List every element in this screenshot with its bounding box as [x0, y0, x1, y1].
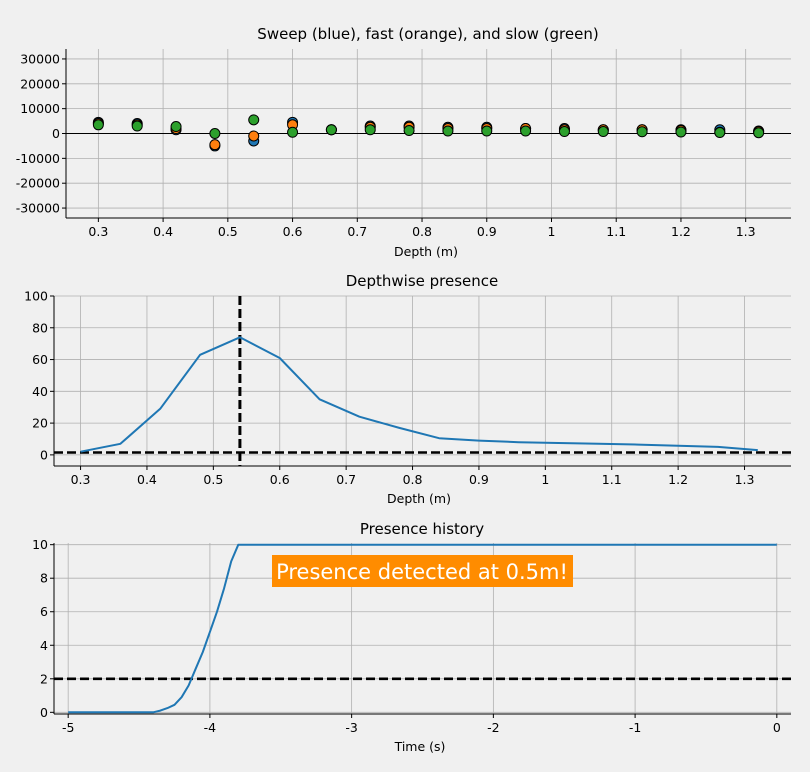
x-tick-label: 0.4 [137, 472, 157, 487]
x-axis-label: Depth (m) [394, 244, 458, 259]
x-tick-label: 0.6 [270, 472, 290, 487]
x-tick-label: 0.5 [203, 472, 223, 487]
y-tick-label: 100 [24, 289, 48, 304]
presence-banner-background [272, 555, 573, 587]
y-tick-label: 80 [32, 320, 48, 335]
x-tick-label: 1.1 [602, 472, 622, 487]
y-tick-label: 20 [32, 416, 48, 431]
x-tick-label: -4 [204, 720, 217, 735]
x-axis-label: Time (s) [394, 739, 446, 754]
slow-point [636, 126, 648, 138]
y-tick-label: 10 [32, 537, 48, 552]
slow-point [403, 125, 415, 137]
y-tick-label: 0 [40, 705, 48, 720]
x-tick-label: -1 [629, 720, 641, 735]
slow-point [287, 126, 299, 138]
slow-point [248, 114, 260, 126]
slow-point [325, 124, 337, 136]
y-tick-labels: 0 20 40 60 80 100 [24, 289, 48, 463]
data-marks [66, 114, 791, 152]
slow-point [558, 126, 570, 138]
x-tick-labels: 0.3 0.4 0.5 0.6 0.7 0.8 0.9 1 1.1 1.2 1.3 [71, 472, 755, 487]
presence-banner: Presence detected at 0.5m! [272, 555, 573, 587]
x-tick-labels: -5 -4 -3 -2 -1 0 [62, 720, 781, 735]
slow-point [714, 127, 726, 139]
slow-point [481, 125, 493, 137]
x-tick-label: 1 [541, 472, 549, 487]
slow-point [597, 126, 609, 138]
x-tick-label: 1.1 [606, 224, 626, 239]
x-tick-label: 0.9 [477, 224, 497, 239]
chart-title: Presence history [360, 520, 484, 538]
y-tick-label: 8 [40, 571, 48, 586]
axes [50, 295, 791, 470]
fast-point [248, 130, 260, 142]
slow-point [753, 127, 765, 139]
chart-title: Sweep (blue), fast (orange), and slow (g… [257, 25, 598, 43]
slow-point [442, 125, 454, 137]
slow-point [675, 126, 687, 138]
presence-line [68, 543, 777, 714]
x-tick-label: 0.4 [153, 224, 173, 239]
x-tick-label: 0.3 [88, 224, 108, 239]
axes [62, 49, 791, 222]
y-tick-label: -20000 [16, 176, 60, 191]
slow-point [209, 128, 221, 139]
x-tick-label: -2 [487, 720, 499, 735]
x-tick-label: -5 [62, 720, 74, 735]
y-tick-label: 40 [32, 384, 48, 399]
x-tick-label: 1.2 [671, 224, 691, 239]
y-tick-label: -30000 [16, 201, 60, 216]
x-tick-label: 0.7 [347, 224, 367, 239]
slow-point [170, 121, 182, 133]
axes [50, 543, 791, 718]
x-tick-label: 1.3 [735, 472, 755, 487]
slow-point [131, 120, 143, 132]
x-tick-label: 0.5 [218, 224, 238, 239]
y-tick-label: 10000 [20, 101, 60, 116]
y-tick-label: 4 [40, 638, 48, 653]
y-tick-label: 0 [52, 126, 60, 141]
y-tick-label: 20000 [20, 76, 60, 91]
sweep-scatter-chart: Sweep (blue), fast (orange), and slow (g… [16, 25, 791, 259]
x-tick-label: 0.8 [412, 224, 432, 239]
y-tick-label: -10000 [16, 151, 60, 166]
data-marks [54, 296, 791, 466]
y-tick-labels: -30000 -20000 -10000 0 10000 20000 30000 [16, 51, 60, 215]
x-tick-label: 0.3 [71, 472, 91, 487]
data-marks [54, 543, 791, 714]
presence-banner-text: Presence detected at 0.5m! [276, 560, 568, 584]
x-tick-label: -3 [345, 720, 357, 735]
depthwise-presence-chart: Depthwise presence 0.3 0.4 0.5 0.6 0.7 0.8 0.9… [24, 272, 791, 506]
presence-history-chart: Presence history -5 -4 -3 -2 -1 0 0 2 4 6 8 10 Tim… [32, 520, 791, 754]
y-tick-label: 30000 [20, 51, 60, 66]
x-tick-label: 1.3 [736, 224, 756, 239]
y-tick-label: 2 [40, 671, 48, 686]
x-tick-label: 1 [548, 224, 556, 239]
x-tick-label: 0.9 [469, 472, 489, 487]
x-tick-label: 0 [773, 720, 781, 735]
x-tick-label: 0.8 [403, 472, 423, 487]
y-tick-label: 0 [40, 447, 48, 462]
slow-point [364, 124, 376, 136]
x-tick-label: 0.7 [336, 472, 356, 487]
y-tick-label: 6 [40, 604, 48, 619]
x-tick-labels: 0.3 0.4 0.5 0.6 0.7 0.8 0.9 1 1.1 1.2 1.3 [88, 224, 755, 239]
slow-point [92, 119, 104, 131]
y-tick-label: 60 [32, 352, 48, 367]
x-axis-label: Depth (m) [387, 491, 451, 506]
fast-point [209, 139, 221, 151]
chart-title: Depthwise presence [346, 272, 499, 290]
y-tick-labels: 0 2 4 6 8 10 [32, 537, 48, 720]
slow-point [520, 125, 532, 137]
grid-lines [54, 295, 791, 466]
x-tick-label: 1.2 [668, 472, 688, 487]
x-tick-label: 0.6 [283, 224, 303, 239]
presence-line [80, 336, 758, 453]
